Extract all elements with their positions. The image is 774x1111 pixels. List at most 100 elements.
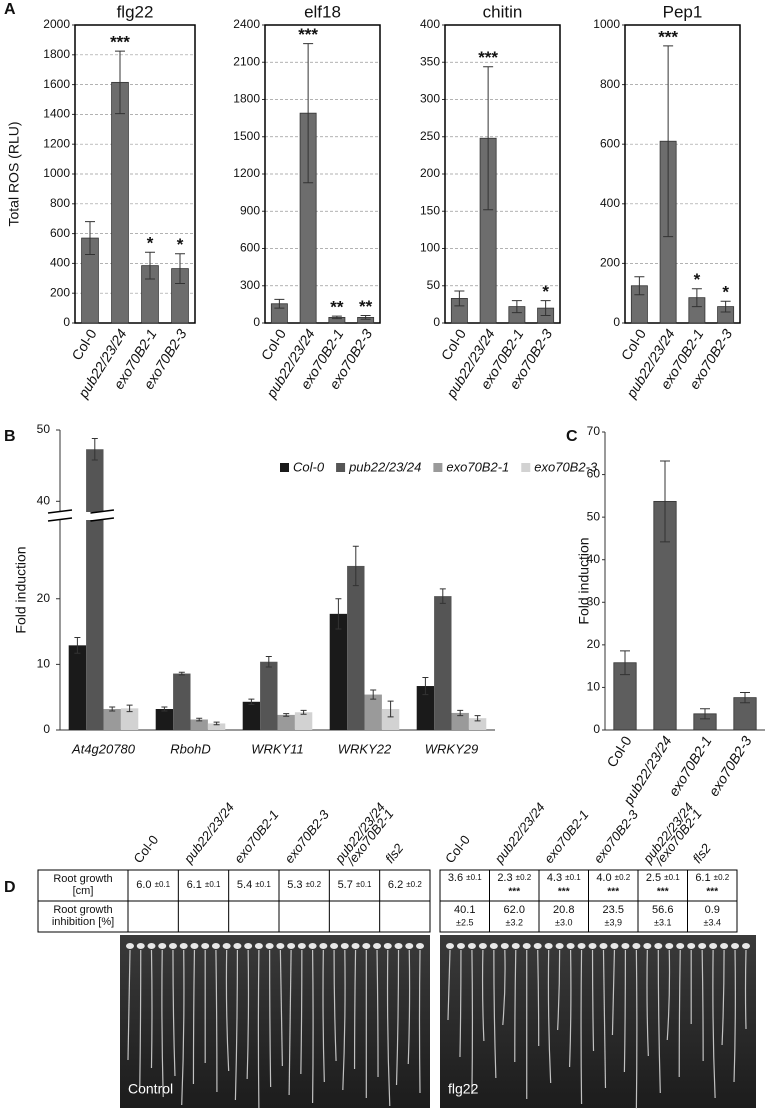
cell-sd: ±0.1 (255, 880, 271, 889)
cell: 4.3 ±0.1 (547, 872, 581, 884)
error-bar (178, 671, 185, 676)
seedling-leaf (654, 943, 663, 949)
y-tick-label: 600 (50, 226, 70, 240)
error-bar (439, 588, 446, 604)
seedling-root (568, 949, 572, 1068)
cell: 6.2 ±0.2 (388, 879, 422, 891)
seedling-leaf (676, 943, 685, 949)
seedling-root (322, 949, 325, 1083)
seedling-root (701, 949, 704, 1062)
seedling-leaf (340, 943, 349, 949)
seedling-root (246, 949, 250, 1080)
cell-sd: ±0.1 (565, 873, 581, 882)
seedling-root (192, 949, 196, 1085)
seedling-root (234, 949, 239, 1101)
seedling-leaf (610, 943, 619, 949)
seedling-leaf (416, 943, 424, 949)
seedling-root (139, 949, 142, 1090)
bar (294, 712, 313, 730)
seedling-leaf (500, 943, 509, 949)
significance: *** (298, 25, 318, 44)
y-tick-label: 20 (37, 591, 51, 605)
seedling-leaf (555, 943, 564, 949)
seedling-leaf (158, 943, 167, 949)
axis-break (48, 512, 483, 520)
seedling-root (580, 949, 583, 1105)
error-bar (511, 300, 522, 314)
error-bar (454, 290, 465, 307)
seedling-leaf (544, 943, 553, 949)
cell-mean: 6.2 (388, 879, 403, 891)
y-tick-label: 800 (600, 77, 620, 91)
seedling-leaf (698, 943, 707, 949)
legend-label: exo70B2-3 (534, 459, 598, 474)
seedling-root (150, 949, 153, 1069)
bar (468, 718, 487, 730)
y-tick-label: 20 (587, 637, 601, 651)
y-tick-label: 0 (593, 722, 600, 736)
seedling-leaf (201, 943, 210, 949)
seedling-root (172, 949, 176, 1077)
y-tick-label: 30 (587, 594, 601, 608)
seedling-leaf (709, 943, 718, 949)
seedling-root (127, 949, 131, 1061)
plot-frame (264, 24, 381, 324)
seedling-leaf (126, 943, 134, 949)
cell-sd: ±3.4 (704, 917, 721, 927)
significance: * (694, 270, 701, 289)
seedling-root (537, 949, 540, 1047)
error-bar (720, 300, 731, 313)
error-bar (175, 253, 185, 285)
error-bar (740, 692, 750, 704)
cell-sd: ±0.1 (466, 873, 482, 882)
row-label: [cm] (73, 885, 94, 897)
seedling-root (257, 949, 260, 1109)
seedling-root (215, 949, 218, 1093)
seedling-root (471, 949, 474, 1095)
seedling-leaf (265, 943, 274, 949)
bar (173, 673, 191, 730)
chart-title: chitin (483, 2, 523, 21)
y-tick-label: 2400 (233, 17, 260, 31)
seedling-root (611, 949, 616, 1036)
panel-label: C (566, 428, 578, 445)
significance: *** (110, 33, 130, 52)
significance: *** (607, 887, 619, 898)
seedling-leaf (351, 943, 360, 949)
y-tick-label: 200 (420, 166, 440, 180)
row-label: Root growth (53, 873, 112, 885)
y-tick-label: 10 (37, 657, 51, 671)
cell-value: 0.9 (705, 904, 720, 916)
cell-sd: ±3.1 (654, 917, 671, 927)
seedling-leaf (467, 943, 476, 949)
seedling-root (547, 949, 552, 1084)
cell-mean: 4.3 (547, 872, 562, 884)
y-axis-label: Fold induction (13, 546, 29, 633)
seedling-leaf (276, 943, 285, 949)
seedling-leaf (665, 943, 674, 949)
error-bar (422, 677, 429, 696)
error-bar (352, 545, 359, 587)
seedling-leaf (577, 943, 586, 949)
cell-mean: 6.1 (187, 879, 202, 891)
seedling-root (395, 949, 400, 1086)
cell-mean: 4.0 (596, 872, 611, 884)
error-bar (474, 715, 481, 722)
bar (416, 686, 435, 730)
error-bar (274, 298, 285, 309)
y-tick-label: 400 (420, 17, 440, 31)
y-tick-label: 300 (240, 278, 260, 292)
error-bar (700, 708, 710, 720)
y-tick-label: 0 (63, 315, 70, 329)
seedling-leaf (287, 943, 296, 949)
error-bar (457, 709, 464, 717)
significance: *** (657, 887, 669, 898)
seedling-root (635, 949, 638, 1110)
error-bar (283, 713, 290, 717)
y-tick-label: 200 (50, 285, 70, 299)
seedling-leaf (394, 943, 403, 949)
cell: 5.4 ±0.1 (237, 879, 271, 891)
error-bar (483, 66, 494, 211)
chart-title: elf18 (304, 2, 341, 21)
